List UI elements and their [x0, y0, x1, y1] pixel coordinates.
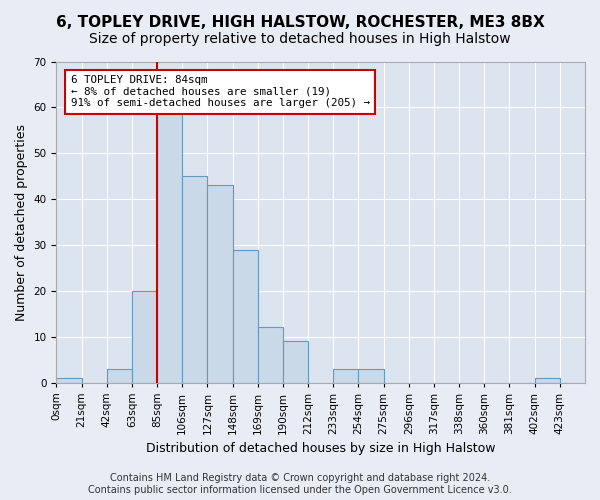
- X-axis label: Distribution of detached houses by size in High Halstow: Distribution of detached houses by size …: [146, 442, 496, 455]
- Bar: [233, 250, 258, 382]
- Bar: [358, 369, 383, 382]
- Bar: [258, 328, 283, 382]
- Text: Contains HM Land Registry data © Crown copyright and database right 2024.
Contai: Contains HM Land Registry data © Crown c…: [88, 474, 512, 495]
- Y-axis label: Number of detached properties: Number of detached properties: [15, 124, 28, 320]
- Text: 6 TOPLEY DRIVE: 84sqm
← 8% of detached houses are smaller (19)
91% of semi-detac: 6 TOPLEY DRIVE: 84sqm ← 8% of detached h…: [71, 76, 370, 108]
- Bar: [283, 341, 308, 382]
- Bar: [56, 378, 82, 382]
- Bar: [157, 112, 182, 382]
- Bar: [182, 176, 208, 382]
- Bar: [535, 378, 560, 382]
- Text: Size of property relative to detached houses in High Halstow: Size of property relative to detached ho…: [89, 32, 511, 46]
- Bar: [107, 369, 132, 382]
- Bar: [208, 186, 233, 382]
- Text: 6, TOPLEY DRIVE, HIGH HALSTOW, ROCHESTER, ME3 8BX: 6, TOPLEY DRIVE, HIGH HALSTOW, ROCHESTER…: [56, 15, 544, 30]
- Bar: [333, 369, 358, 382]
- Bar: [132, 291, 157, 382]
